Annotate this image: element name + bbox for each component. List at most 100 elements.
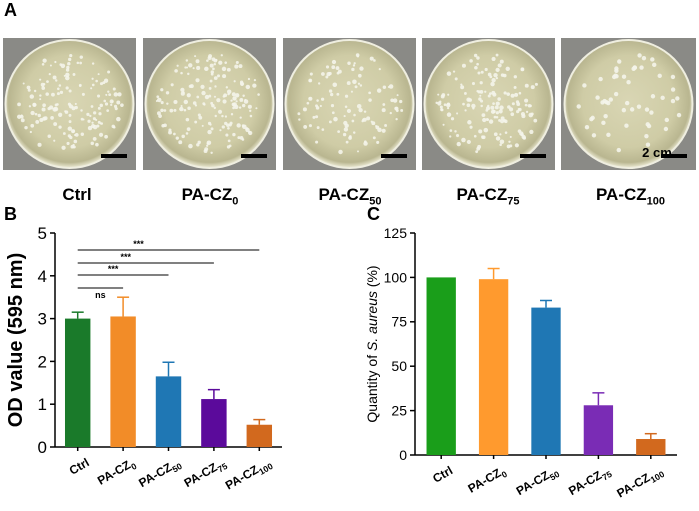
colony-dot	[471, 81, 476, 86]
colony-dot	[476, 62, 479, 66]
colony-dot	[186, 93, 191, 98]
colony-dot	[345, 140, 349, 144]
colony-dot	[352, 79, 357, 85]
colony-dot	[443, 103, 447, 107]
colony-dot	[332, 82, 338, 88]
colony-dot	[186, 66, 189, 69]
colony-dot	[166, 102, 169, 105]
colony-dot	[61, 145, 66, 150]
scale-bar	[241, 154, 267, 158]
colony-dot	[325, 65, 330, 69]
colony-dot	[308, 97, 311, 100]
colony-dot	[106, 109, 110, 113]
colony-dot	[440, 108, 444, 112]
colony-dot	[116, 116, 121, 122]
colony-dot	[174, 69, 178, 73]
dish-agar	[146, 41, 273, 167]
colony-dot	[28, 105, 32, 108]
colony-dot	[359, 66, 364, 71]
colony-dot	[461, 137, 466, 143]
colony-dot	[198, 115, 203, 120]
colony-dot	[210, 151, 213, 154]
colony-dot	[45, 92, 49, 96]
colony-dot	[315, 140, 319, 144]
scale-bar	[520, 154, 546, 158]
colony-dot	[449, 129, 453, 132]
colony-dot	[372, 136, 376, 140]
colony-dot	[223, 93, 228, 98]
colony-dot	[192, 101, 197, 105]
colony-dot	[185, 132, 189, 135]
colony-dot	[524, 98, 529, 103]
colony-dot	[29, 130, 32, 134]
colony-dot	[455, 133, 460, 138]
colony-dot	[188, 143, 193, 149]
bar	[155, 376, 182, 447]
colony-dot	[524, 103, 528, 107]
colony-dot	[34, 112, 38, 116]
colony-dot	[479, 81, 483, 85]
colony-dot	[168, 128, 172, 132]
colony-dot	[472, 107, 475, 110]
colony-dot	[158, 114, 162, 119]
colony-dot	[598, 76, 603, 82]
colony-dot	[344, 105, 348, 109]
colony-dot	[466, 139, 471, 145]
colony-dot	[239, 98, 244, 102]
colony-dot	[222, 74, 227, 79]
colony-dot	[498, 109, 503, 114]
colony-dot	[343, 115, 346, 118]
colony-dot	[527, 103, 532, 108]
colony-dot	[641, 55, 647, 61]
colony-dot	[521, 114, 526, 119]
colony-dot	[621, 74, 627, 79]
colony-dot	[508, 140, 511, 143]
y-tick-label: 25	[391, 403, 407, 419]
colony-dot	[331, 65, 336, 70]
colony-dot	[257, 93, 260, 96]
colony-dot	[447, 93, 450, 96]
colony-dot	[65, 75, 70, 81]
colony-dot	[225, 133, 229, 137]
colony-dot	[91, 77, 94, 80]
y-tick-label: 5	[38, 224, 47, 243]
colony-dot	[629, 107, 635, 112]
colony-dot	[24, 125, 28, 130]
colony-dot	[297, 112, 301, 116]
significance-label: ns	[95, 290, 106, 300]
colony-dot	[57, 87, 60, 91]
colony-dot	[227, 126, 230, 130]
colony-dot	[469, 59, 473, 63]
bar	[64, 318, 91, 447]
colony-dot	[317, 82, 321, 85]
colony-dot	[92, 137, 97, 141]
colony-dot	[452, 70, 456, 73]
colony-dot	[490, 105, 495, 110]
colony-dot	[39, 78, 42, 81]
plate-label-ctrl: Ctrl	[62, 185, 92, 204]
colony-dot	[247, 104, 252, 109]
colony-dot	[67, 61, 71, 66]
colony-dot	[206, 144, 209, 147]
colony-dot	[491, 56, 496, 62]
colony-dot	[78, 83, 82, 87]
colony-dot	[337, 130, 341, 134]
colony-dot	[645, 142, 651, 147]
plate-label-pa-cz100: PA-CZ100	[595, 185, 666, 208]
colony-dot	[368, 98, 372, 102]
colony-dot	[437, 101, 442, 106]
colony-dot	[203, 103, 206, 106]
colony-dot	[362, 118, 365, 121]
colony-dot	[676, 112, 682, 118]
colony-dot	[308, 79, 312, 83]
colony-dot	[442, 123, 445, 126]
dish-agar	[286, 41, 413, 167]
colony-dot	[603, 113, 608, 119]
colony-dot	[81, 92, 85, 96]
colony-dot	[112, 125, 116, 129]
colony-dot	[249, 109, 252, 113]
colony-dot	[482, 117, 487, 123]
colony-dot	[30, 123, 35, 128]
colony-dot	[56, 92, 60, 96]
colony-dot	[68, 113, 72, 117]
